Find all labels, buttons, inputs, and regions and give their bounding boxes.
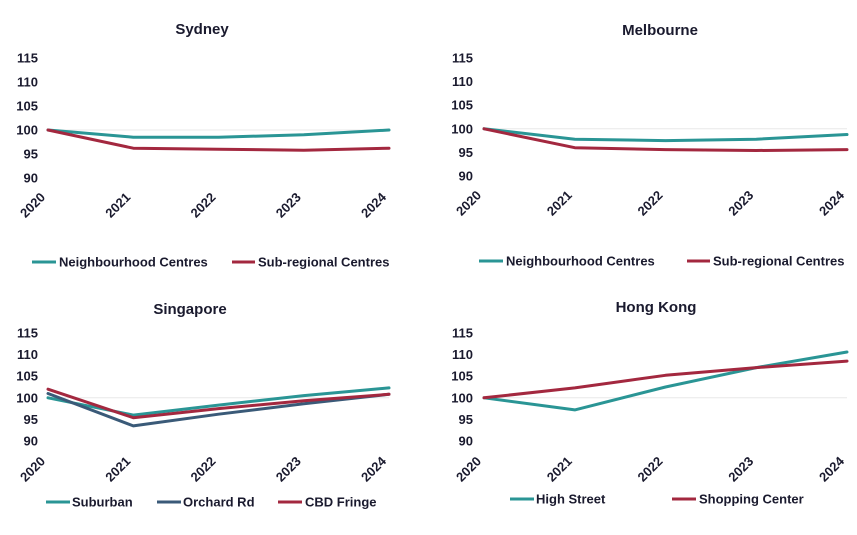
y-tick-label: 95: [459, 412, 473, 427]
y-tick-label: 105: [451, 369, 473, 384]
chart-title: Melbourne: [622, 22, 698, 39]
chart-panel-3: Hong Kong 115 110 105 100 95 90 2020 2021 2022 202…: [451, 299, 849, 507]
y-tick-label: 110: [452, 74, 473, 89]
legend-item: Orchard Rd: [157, 495, 255, 510]
x-tick-label: 2023: [273, 190, 304, 221]
y-tick-label: 100: [16, 390, 38, 405]
y-tick-label: 115: [17, 326, 38, 341]
x-tick-label: 2022: [635, 454, 666, 485]
legend-label: Sub-regional Centres: [713, 254, 844, 269]
y-tick-label: 100: [16, 123, 38, 138]
series-line-sub-regional-centres: [482, 127, 849, 152]
y-tick-label: 110: [17, 75, 38, 90]
x-tick-label: 2022: [188, 190, 219, 221]
x-tick-label: 2020: [453, 454, 484, 485]
legend-item: Shopping Center: [672, 492, 804, 507]
series-line-neighbourhood-centres: [482, 127, 849, 143]
y-tick-label: 100: [451, 390, 473, 405]
x-tick-label: 2022: [188, 454, 219, 485]
y-tick-label: 105: [451, 98, 473, 113]
y-tick-label: 115: [452, 51, 473, 66]
legend-label: Orchard Rd: [183, 495, 255, 510]
legend-label: Neighbourhood Centres: [59, 255, 208, 270]
x-tick-label: 2021: [102, 454, 133, 485]
x-tick-label: 2020: [17, 190, 48, 221]
x-tick-label: 2023: [725, 188, 756, 219]
y-tick-label: 90: [24, 171, 38, 186]
series-line-neighbourhood-centres: [46, 128, 391, 139]
chart-panel-2: Singapore 115 110 105 100 95 90 2020 2021 2022 202…: [16, 301, 391, 510]
x-tick-label: 2020: [453, 188, 484, 219]
legend-item: Suburban: [46, 495, 133, 510]
y-tick-label: 90: [24, 434, 38, 449]
y-tick-label: 105: [16, 369, 38, 384]
legend-item: CBD Fringe: [278, 495, 377, 510]
series-line-sub-regional-centres: [46, 128, 391, 152]
series-line-cbd-fringe: [46, 387, 391, 420]
y-tick-label: 95: [459, 145, 473, 160]
x-tick-label: 2021: [544, 454, 575, 485]
legend-label: Shopping Center: [699, 492, 804, 507]
series-line-orchard-rd: [46, 392, 391, 428]
x-tick-label: 2023: [725, 454, 756, 485]
chart-panel-0: Sydney 115 110 105 100 95 90 2020 2021 2022 2023 20…: [16, 21, 391, 270]
legend-label: Sub-regional Centres: [258, 255, 389, 270]
x-tick-label: 2024: [358, 453, 390, 485]
legend-label: High Street: [536, 492, 606, 507]
legend-item: Neighbourhood Centres: [32, 255, 208, 270]
legend-label: CBD Fringe: [305, 495, 377, 510]
x-tick-label: 2024: [816, 453, 848, 485]
series-line-high-street: [482, 350, 849, 412]
x-tick-label: 2023: [273, 454, 304, 485]
x-tick-label: 2020: [17, 454, 48, 485]
y-tick-label: 115: [452, 326, 473, 341]
y-tick-label: 100: [451, 121, 473, 136]
y-tick-label: 110: [17, 347, 38, 362]
chart-title: Singapore: [153, 301, 226, 318]
x-tick-label: 2024: [816, 187, 848, 219]
chart-title: Hong Kong: [616, 299, 697, 316]
y-tick-label: 95: [24, 412, 38, 427]
series-line-shopping-center: [482, 359, 849, 400]
y-tick-label: 110: [452, 347, 473, 362]
legend-label: Suburban: [72, 495, 133, 510]
x-tick-label: 2024: [358, 189, 390, 221]
legend-item: High Street: [510, 492, 606, 507]
x-tick-label: 2022: [635, 188, 666, 219]
legend-item: Sub-regional Centres: [687, 254, 844, 269]
x-tick-label: 2021: [102, 190, 133, 221]
y-tick-label: 115: [17, 51, 38, 66]
chart-title: Sydney: [175, 21, 229, 38]
chart-panel-1: Melbourne 115 110 105 100 95 90 2020 2021 2022 202…: [451, 22, 849, 269]
y-tick-label: 90: [459, 434, 473, 449]
legend-item: Neighbourhood Centres: [479, 254, 655, 269]
legend-item: Sub-regional Centres: [232, 255, 389, 270]
x-tick-label: 2021: [544, 188, 575, 219]
legend-label: Neighbourhood Centres: [506, 254, 655, 269]
y-tick-label: 105: [16, 99, 38, 114]
y-tick-label: 95: [24, 147, 38, 162]
y-tick-label: 90: [459, 169, 473, 184]
